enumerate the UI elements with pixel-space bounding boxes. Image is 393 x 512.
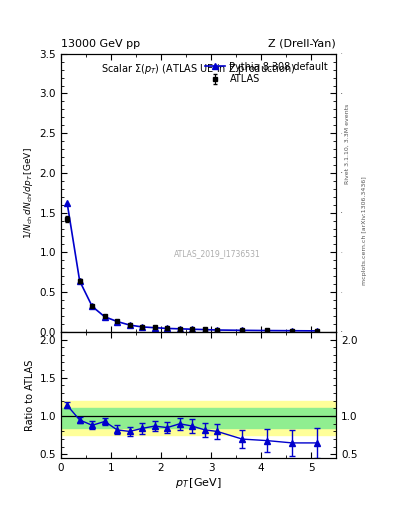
Y-axis label: Ratio to ATLAS: Ratio to ATLAS	[25, 359, 35, 431]
Bar	[61, 409, 336, 428]
Pythia 8.308 default	[102, 314, 107, 320]
Pythia 8.308 default	[77, 278, 82, 284]
Pythia 8.308 default	[152, 325, 157, 331]
Text: ATLAS_2019_I1736531: ATLAS_2019_I1736531	[174, 249, 261, 259]
Pythia 8.308 default	[177, 326, 182, 332]
Y-axis label: $1/N_\mathrm{ch}\,dN_\mathrm{ch}/dp_T\,[\mathrm{GeV}]$: $1/N_\mathrm{ch}\,dN_\mathrm{ch}/dp_T\,[…	[22, 147, 35, 239]
Pythia 8.308 default	[202, 327, 207, 333]
X-axis label: $p_T\,[\mathrm{GeV}]$: $p_T\,[\mathrm{GeV}]$	[175, 476, 222, 490]
Pythia 8.308 default	[315, 328, 320, 334]
Text: Scalar $\Sigma(p_T)$ (ATLAS UE in Z production): Scalar $\Sigma(p_T)$ (ATLAS UE in Z prod…	[101, 62, 296, 76]
Pythia 8.308 default	[215, 327, 220, 333]
Line: Pythia 8.308 default: Pythia 8.308 default	[64, 200, 320, 334]
Pythia 8.308 default	[190, 326, 195, 332]
Pythia 8.308 default	[165, 325, 169, 331]
Pythia 8.308 default	[240, 327, 244, 333]
Pythia 8.308 default	[290, 328, 295, 334]
Pythia 8.308 default	[127, 322, 132, 328]
Text: Z (Drell-Yan): Z (Drell-Yan)	[268, 38, 336, 49]
Pythia 8.308 default	[115, 318, 119, 325]
Pythia 8.308 default	[65, 200, 70, 206]
Pythia 8.308 default	[140, 324, 145, 330]
Pythia 8.308 default	[265, 328, 270, 334]
Text: mcplots.cern.ch [arXiv:1306.3436]: mcplots.cern.ch [arXiv:1306.3436]	[362, 176, 367, 285]
Pythia 8.308 default	[90, 303, 95, 309]
Legend: Pythia 8.308 default, ATLAS: Pythia 8.308 default, ATLAS	[202, 58, 331, 88]
Bar	[61, 401, 336, 435]
Text: 13000 GeV pp: 13000 GeV pp	[61, 38, 140, 49]
Text: Rivet 3.1.10, 3.3M events: Rivet 3.1.10, 3.3M events	[345, 103, 350, 183]
